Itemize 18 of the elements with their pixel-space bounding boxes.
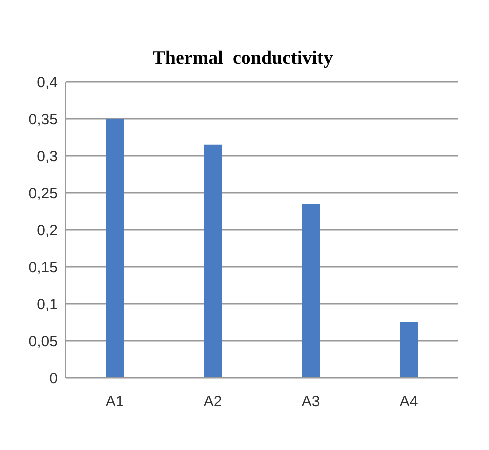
- y-tick-label: 0,25: [28, 185, 58, 202]
- y-tick-label: 0,1: [37, 296, 58, 314]
- y-tick-label: 0,15: [28, 259, 58, 276]
- bar: [400, 322, 418, 378]
- bar: [302, 204, 320, 378]
- x-tick-label: A3: [302, 394, 320, 411]
- x-tick-label: A2: [204, 394, 222, 411]
- y-tick-label: 0: [50, 370, 58, 388]
- y-tick-label: 0,35: [28, 111, 58, 128]
- bar: [204, 144, 222, 378]
- y-tick-label: 0,4: [37, 74, 58, 92]
- y-tick-label: 0,3: [37, 148, 58, 166]
- x-tick-label: A4: [400, 394, 418, 411]
- y-tick-label: 0,2: [37, 222, 58, 240]
- y-tick-label: 0,05: [28, 333, 58, 350]
- bar: [106, 119, 124, 378]
- x-tick-label: A1: [106, 394, 124, 411]
- chart-title: Thermal conductivity: [152, 47, 334, 69]
